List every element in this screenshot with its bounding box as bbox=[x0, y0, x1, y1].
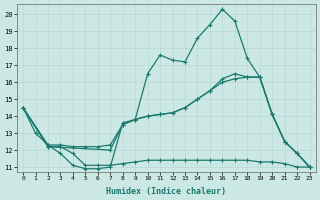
X-axis label: Humidex (Indice chaleur): Humidex (Indice chaleur) bbox=[106, 187, 226, 196]
